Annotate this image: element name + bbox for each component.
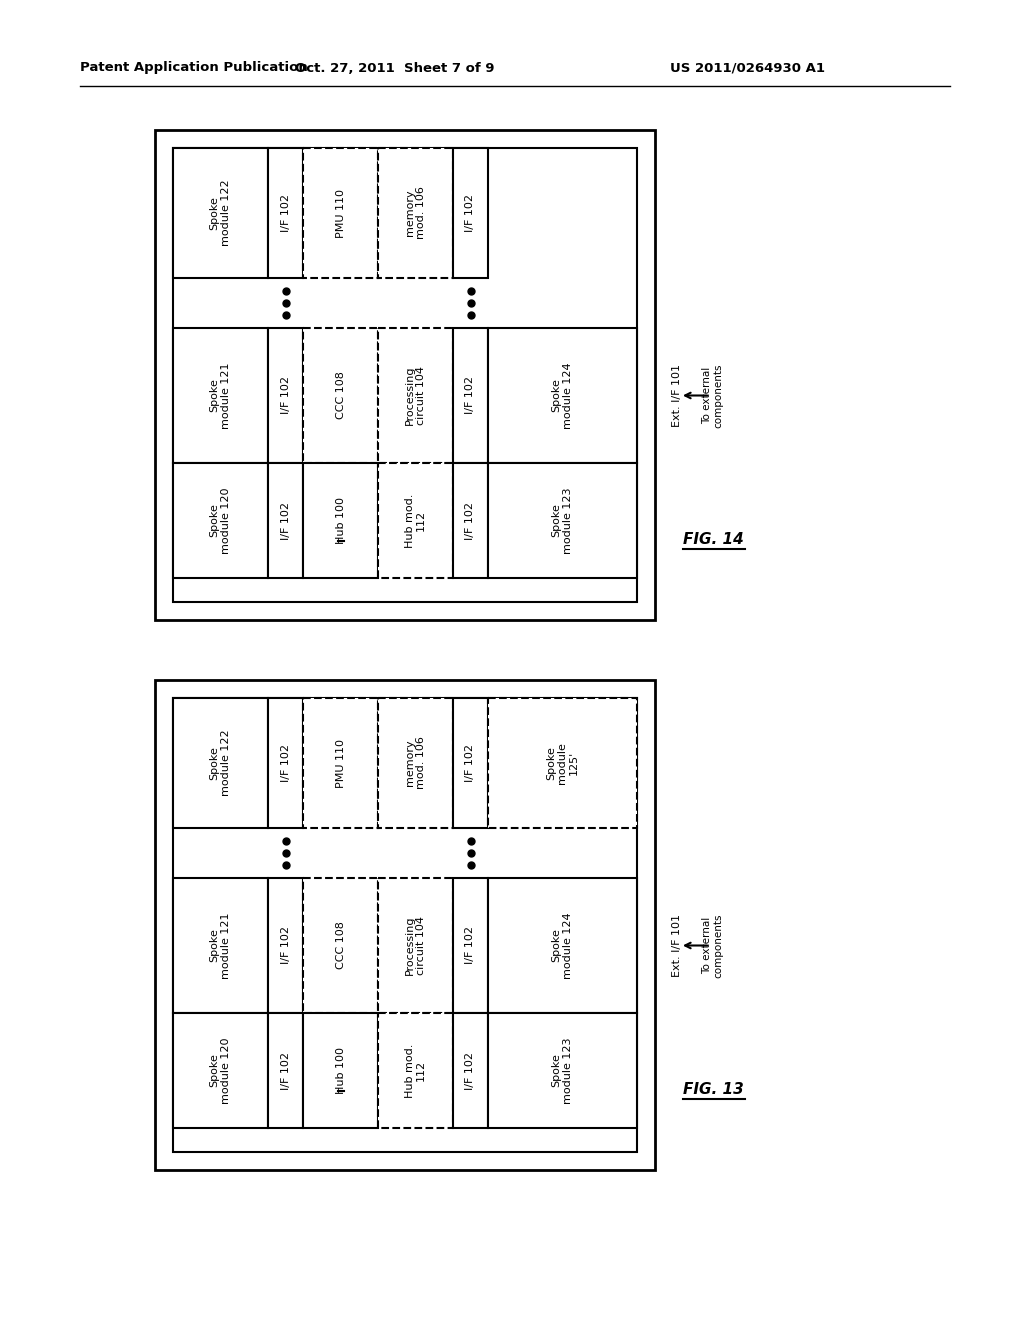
- Polygon shape: [378, 878, 453, 1012]
- Text: I/F 102: I/F 102: [466, 1052, 475, 1089]
- Polygon shape: [488, 1012, 637, 1129]
- Text: I/F 102: I/F 102: [466, 194, 475, 232]
- Text: Spoke
module 123: Spoke module 123: [552, 1038, 573, 1104]
- Text: I/F 102: I/F 102: [281, 194, 291, 232]
- Text: Spoke
module 121: Spoke module 121: [210, 912, 231, 978]
- Polygon shape: [303, 1012, 378, 1129]
- Polygon shape: [488, 698, 637, 828]
- Text: CCC 108: CCC 108: [336, 921, 345, 969]
- Text: CCC 108: CCC 108: [336, 371, 345, 420]
- Text: Spoke
module 121: Spoke module 121: [210, 362, 231, 429]
- Polygon shape: [303, 878, 378, 1012]
- Polygon shape: [303, 463, 378, 578]
- Polygon shape: [378, 148, 453, 279]
- Polygon shape: [378, 1012, 453, 1129]
- Text: Processing
circuit 104: Processing circuit 104: [404, 366, 426, 425]
- Polygon shape: [378, 463, 453, 578]
- Polygon shape: [268, 463, 303, 578]
- Polygon shape: [303, 698, 378, 828]
- Polygon shape: [453, 463, 488, 578]
- Polygon shape: [155, 129, 655, 620]
- Polygon shape: [378, 698, 453, 828]
- Text: I/F 102: I/F 102: [466, 927, 475, 965]
- Polygon shape: [453, 878, 488, 1012]
- Polygon shape: [453, 698, 488, 828]
- Polygon shape: [173, 148, 268, 279]
- Text: Spoke
module 123: Spoke module 123: [552, 487, 573, 554]
- Text: Hub 100: Hub 100: [336, 1047, 345, 1094]
- Text: Processing
circuit 104: Processing circuit 104: [404, 916, 426, 975]
- Text: Spoke
module 120: Spoke module 120: [210, 1038, 231, 1104]
- Text: Spoke
module
125': Spoke module 125': [546, 742, 580, 784]
- Text: I/F 102: I/F 102: [281, 744, 291, 781]
- Text: FIG. 14: FIG. 14: [683, 532, 743, 548]
- Polygon shape: [155, 680, 655, 1170]
- Polygon shape: [173, 148, 637, 602]
- Text: Spoke
module 120: Spoke module 120: [210, 487, 231, 554]
- Polygon shape: [453, 327, 488, 463]
- Polygon shape: [173, 463, 268, 578]
- Polygon shape: [268, 1012, 303, 1129]
- Text: Patent Application Publication: Patent Application Publication: [80, 62, 308, 74]
- Polygon shape: [303, 327, 378, 463]
- Polygon shape: [378, 327, 453, 463]
- Text: Oct. 27, 2011  Sheet 7 of 9: Oct. 27, 2011 Sheet 7 of 9: [295, 62, 495, 74]
- Polygon shape: [268, 327, 303, 463]
- Text: To external
components: To external components: [702, 913, 724, 978]
- Polygon shape: [173, 698, 268, 828]
- Text: Spoke
module 124: Spoke module 124: [552, 912, 573, 979]
- Text: Spoke
module 122: Spoke module 122: [210, 730, 231, 796]
- Polygon shape: [173, 1012, 268, 1129]
- Polygon shape: [173, 878, 268, 1012]
- Text: I/F 102: I/F 102: [466, 744, 475, 781]
- Polygon shape: [488, 327, 637, 463]
- Text: Hub mod.
112: Hub mod. 112: [404, 494, 426, 548]
- Text: memory
mod. 106: memory mod. 106: [404, 737, 426, 789]
- Polygon shape: [488, 463, 637, 578]
- Text: I/F 102: I/F 102: [281, 502, 291, 540]
- Polygon shape: [173, 698, 637, 1152]
- Polygon shape: [453, 1012, 488, 1129]
- Polygon shape: [268, 148, 303, 279]
- Polygon shape: [173, 327, 268, 463]
- Text: I/F 102: I/F 102: [281, 1052, 291, 1089]
- Text: Hub 100: Hub 100: [336, 498, 345, 544]
- Polygon shape: [268, 878, 303, 1012]
- Text: FIG. 13: FIG. 13: [683, 1082, 743, 1097]
- Text: Hub mod.
112: Hub mod. 112: [404, 1043, 426, 1098]
- Text: To external
components: To external components: [702, 363, 724, 428]
- Polygon shape: [303, 148, 378, 279]
- Polygon shape: [268, 698, 303, 828]
- Polygon shape: [488, 878, 637, 1012]
- Text: Ext. I/F 101: Ext. I/F 101: [672, 913, 682, 977]
- Text: Spoke
module 122: Spoke module 122: [210, 180, 231, 247]
- Text: memory
mod. 106: memory mod. 106: [404, 186, 426, 239]
- Text: I/F 102: I/F 102: [466, 376, 475, 414]
- Text: PMU 110: PMU 110: [336, 189, 345, 238]
- Text: I/F 102: I/F 102: [281, 376, 291, 414]
- Polygon shape: [453, 148, 488, 279]
- Text: Ext. I/F 101: Ext. I/F 101: [672, 364, 682, 426]
- Text: I/F 102: I/F 102: [281, 927, 291, 965]
- Text: Spoke
module 124: Spoke module 124: [552, 362, 573, 429]
- Text: PMU 110: PMU 110: [336, 738, 345, 788]
- Text: I/F 102: I/F 102: [466, 502, 475, 540]
- Text: US 2011/0264930 A1: US 2011/0264930 A1: [670, 62, 825, 74]
